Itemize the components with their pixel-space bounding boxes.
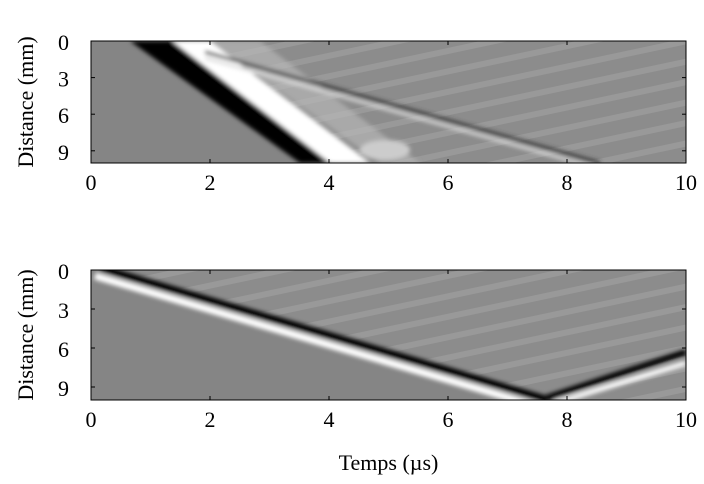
wave-image: [91, 41, 686, 163]
y-tick-label: 9: [58, 376, 69, 401]
x-tick-label: 8: [562, 170, 573, 195]
y-tick-label: 6: [58, 103, 69, 128]
plot-frame: [90, 40, 687, 164]
wave-image: [91, 270, 686, 400]
x-tick-label: 4: [324, 407, 335, 432]
x-tick-label: 8: [562, 407, 573, 432]
x-tick-label: 0: [86, 170, 97, 195]
x-tick-label: 2: [205, 170, 216, 195]
x-tick-label: 2: [205, 407, 216, 432]
x-tick-label: 10: [675, 170, 697, 195]
y-tick-label: 3: [58, 67, 69, 92]
x-tick-label: 6: [443, 170, 454, 195]
y-tick-label: 3: [58, 298, 69, 323]
x-tick-label: 6: [443, 407, 454, 432]
y-tick-label: 6: [58, 337, 69, 362]
plot-frame: [90, 269, 687, 401]
y-tick-label: 0: [58, 30, 69, 55]
x-tick-label: 4: [324, 170, 335, 195]
x-tick-label: 10: [675, 407, 697, 432]
x-axis-label: Temps (µs): [339, 450, 439, 475]
y-axis-label: Distance (mm): [13, 36, 38, 167]
y-axis-label: Distance (mm): [13, 269, 38, 400]
x-tick-label: 0: [86, 407, 97, 432]
y-tick-label: 0: [58, 259, 69, 284]
y-tick-label: 9: [58, 140, 69, 165]
